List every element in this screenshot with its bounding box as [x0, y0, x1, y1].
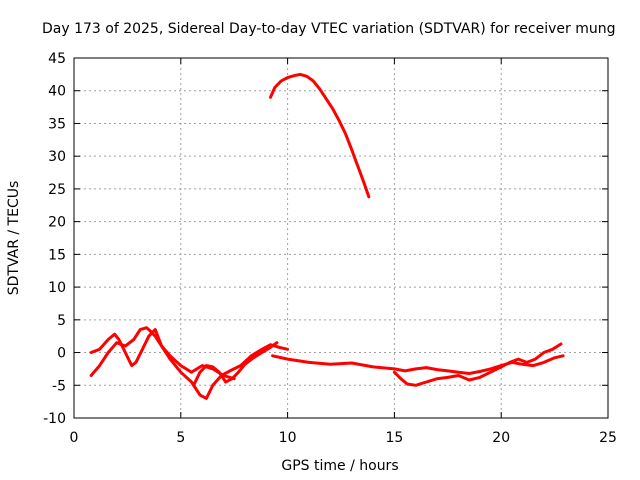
x-tick-label: 0	[70, 430, 79, 446]
x-tick-label: 15	[385, 430, 403, 446]
satellite-track-e	[392, 342, 563, 387]
y-tick-label: 20	[48, 215, 66, 231]
y-axis-label: SDTVAR / TECUs	[6, 181, 22, 296]
data-series	[89, 72, 565, 400]
satellite-track-f	[269, 72, 371, 199]
y-tick-label: 40	[48, 84, 66, 100]
plot-frame	[73, 57, 609, 419]
y-tick-label: -5	[52, 378, 66, 394]
x-tick-label: 20	[492, 430, 510, 446]
y-tick-label: 10	[48, 280, 66, 296]
y-tick-label: 30	[48, 149, 66, 165]
x-tick-label: 5	[176, 430, 185, 446]
satellite-track-a	[89, 326, 290, 400]
chart-title: Day 173 of 2025, Sidereal Day-to-day VTE…	[42, 21, 616, 37]
y-tick-label: 5	[57, 313, 66, 329]
x-axis-label: GPS time / hours	[281, 458, 398, 474]
x-tick-label: 25	[599, 430, 617, 446]
axis-ticks: 0 5 10 15 20 25 -10 -5 0 5 10 15 20 25 30 35 40 45	[43, 51, 617, 446]
y-tick-label: 35	[48, 116, 66, 132]
y-tick-label: 15	[48, 247, 66, 263]
x-tick-label: 10	[279, 430, 297, 446]
satellite-track-c	[192, 341, 279, 387]
y-tick-label: 0	[57, 346, 66, 362]
y-tick-label: 45	[48, 51, 66, 67]
grid	[74, 58, 608, 418]
satellite-track-b	[89, 328, 236, 381]
y-tick-label: -10	[43, 411, 66, 427]
satellite-track-d	[271, 354, 565, 375]
y-tick-label: 25	[48, 182, 66, 198]
